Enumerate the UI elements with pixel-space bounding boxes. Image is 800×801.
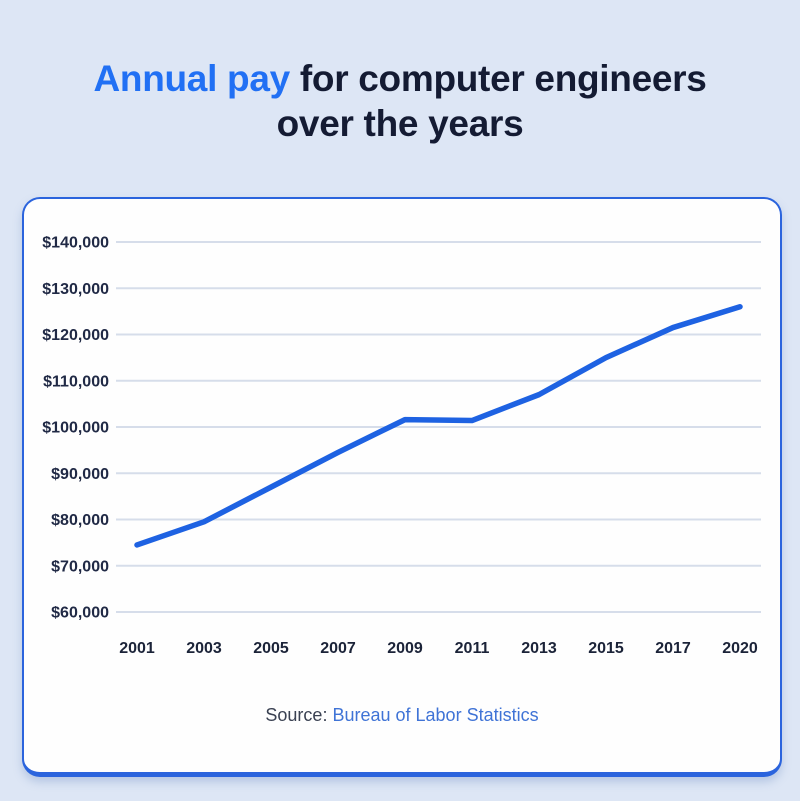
y-axis-tick-label: $120,000: [42, 327, 109, 344]
y-axis-tick-label: $100,000: [42, 420, 109, 437]
page-title: Annual pay for computer engineers over th…: [0, 56, 800, 146]
source-label: Source:: [265, 705, 328, 725]
annual-pay-line-chart: $140,000 $130,000 $120,000 $110,000 $100,000…: [42, 235, 761, 657]
title-line2: over the years: [276, 103, 524, 144]
x-axis-tick-label: 2015: [588, 640, 624, 657]
y-axis-tick-label: $110,000: [43, 373, 109, 390]
y-axis-tick-label: $80,000: [51, 512, 109, 529]
chart-card: $140,000 $130,000 $120,000 $110,000 $100,000…: [22, 197, 782, 777]
x-axis-tick-label: 2020: [722, 640, 758, 657]
annual-pay-series-line: [134, 304, 743, 548]
y-axis-tick-label: $140,000: [42, 235, 109, 252]
x-axis-tick-label: 2011: [455, 640, 490, 657]
x-axis-tick-label: 2005: [253, 640, 289, 657]
title-highlight: Annual pay: [93, 58, 290, 99]
source-link[interactable]: Bureau of Labor Statistics: [332, 705, 539, 725]
y-axis-tick-label: $70,000: [51, 558, 109, 575]
x-axis-tick-label: 2007: [320, 640, 356, 657]
source-line: Source: Bureau of Labor Statistics: [24, 705, 780, 726]
x-axis-tick-label: 2001: [119, 640, 155, 657]
x-axis-tick-label: 2017: [655, 640, 691, 657]
x-axis-tick-label: 2009: [387, 640, 423, 657]
x-axis-tick-label: 2013: [521, 640, 557, 657]
title-line1-rest: for computer engineers: [289, 58, 707, 99]
x-axis-tick-label: 2003: [186, 640, 222, 657]
y-axis-tick-label: $130,000: [42, 281, 109, 298]
y-axis-tick-label: $60,000: [51, 605, 109, 622]
y-axis-tick-label: $90,000: [51, 466, 109, 483]
